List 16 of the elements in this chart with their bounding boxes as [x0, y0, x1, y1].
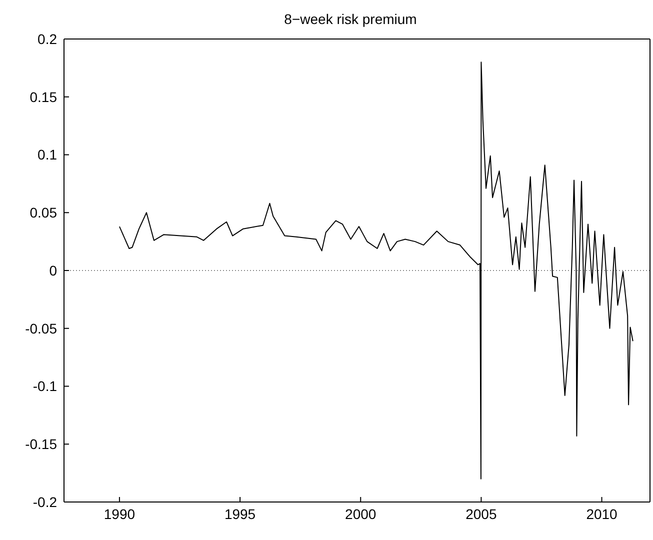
line-series [118, 62, 634, 480]
x-tick-label: 2010 [586, 506, 618, 522]
y-tick-label: 0.1 [38, 146, 58, 163]
y-tick-label: 0.15 [30, 88, 58, 105]
y-tick-label: -0.15 [25, 436, 58, 452]
y-tick-label: -0.05 [25, 320, 58, 336]
x-tick-label: 1995 [224, 506, 256, 522]
y-tick-label: -0.1 [32, 378, 58, 394]
x-tick-label: 2000 [345, 506, 376, 522]
y-tick-label: -0.2 [32, 494, 58, 510]
y-tick-label: 0.05 [30, 204, 58, 221]
x-tick-label: 2005 [466, 506, 497, 522]
x-tick-label: 1990 [104, 506, 136, 522]
y-tick-label: 0.2 [38, 30, 58, 47]
chart-title: 8−week risk premium [283, 10, 418, 29]
y-tick-label: 0 [49, 262, 58, 278]
